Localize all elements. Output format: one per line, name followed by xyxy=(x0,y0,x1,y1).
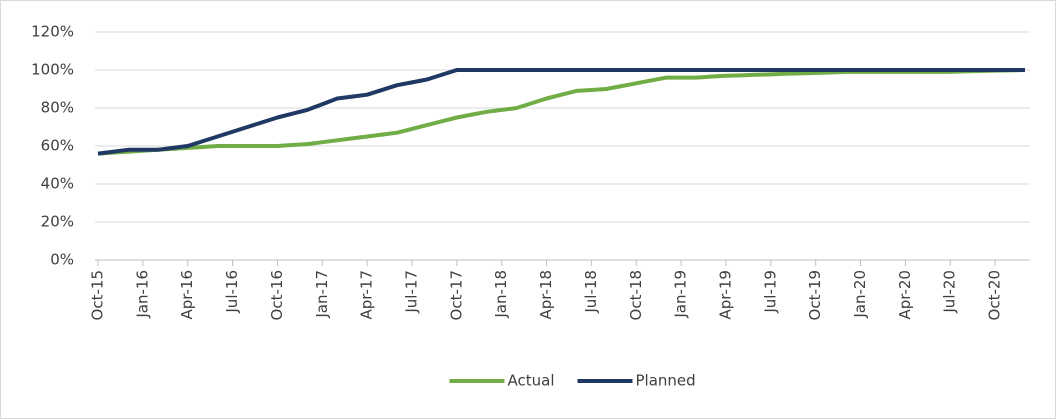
x-tick-label: Jan-19 xyxy=(672,270,690,319)
x-tick-label: Jul-18 xyxy=(582,270,600,314)
x-tick-label: Apr-20 xyxy=(896,270,914,320)
x-tick-label: Jan-17 xyxy=(313,270,331,319)
y-tick-label: 40% xyxy=(41,175,74,193)
x-tick-label: Jan-16 xyxy=(133,270,151,319)
x-tick-label: Jan-18 xyxy=(492,270,510,319)
y-tick-label: 100% xyxy=(31,61,74,79)
x-tick-label: Oct-15 xyxy=(89,270,107,320)
x-tick-label: Jul-16 xyxy=(223,270,241,314)
x-tick-label: Oct-19 xyxy=(806,270,824,320)
x-tick-label: Jul-19 xyxy=(761,270,779,314)
y-tick-label: 60% xyxy=(41,137,74,155)
x-tick-label: Jul-17 xyxy=(402,270,420,314)
series-line xyxy=(97,68,1025,156)
x-tick-label: Apr-18 xyxy=(537,270,555,320)
x-tick-label: Oct-16 xyxy=(268,270,286,320)
x-tick-label: Jan-20 xyxy=(851,270,869,319)
x-tick-label: Apr-19 xyxy=(716,270,734,320)
x-tick-label: Apr-16 xyxy=(178,270,196,320)
x-tick-label: Oct-20 xyxy=(986,270,1004,320)
y-tick-label: 120% xyxy=(31,23,74,41)
x-tick-label: Oct-17 xyxy=(447,270,465,320)
legend-label: Planned xyxy=(636,372,696,390)
x-tick-label: Jul-20 xyxy=(941,270,959,314)
legend-label: Actual xyxy=(508,372,555,390)
x-tick-label: Oct-18 xyxy=(627,270,645,320)
y-tick-label: 80% xyxy=(41,99,74,117)
y-tick-label: 20% xyxy=(41,213,74,231)
x-tick-label: Apr-17 xyxy=(358,270,376,320)
y-tick-label: 0% xyxy=(50,251,74,269)
